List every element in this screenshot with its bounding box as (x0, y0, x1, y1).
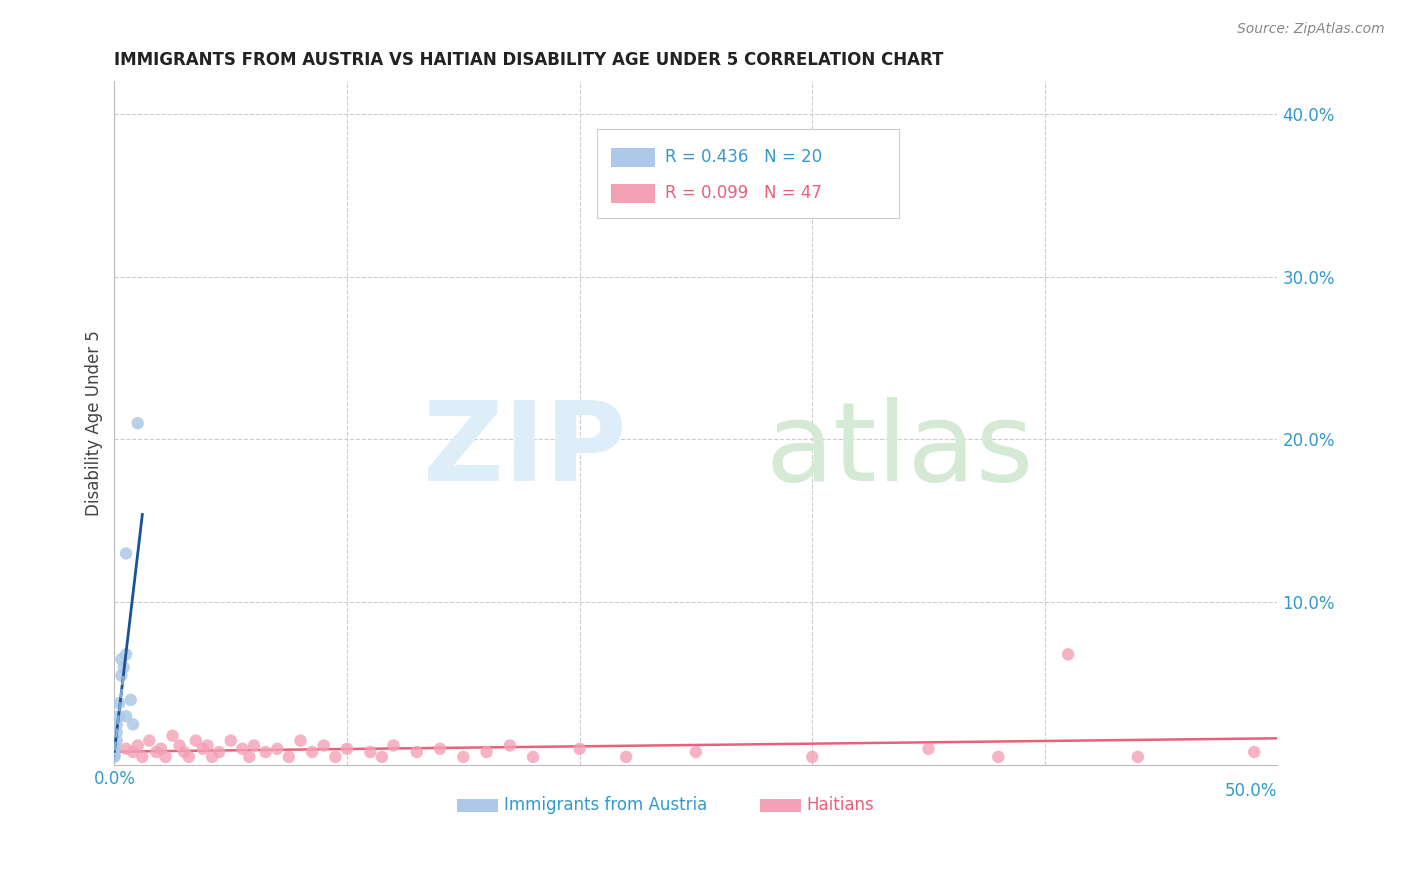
Point (917, 741, 939, 756)
Point (115, 648, 138, 662)
Text: 50.0%: 50.0% (1225, 781, 1278, 799)
Point (238, 750, 260, 764)
Point (191, 741, 214, 756)
Point (173, 745, 195, 759)
FancyBboxPatch shape (598, 129, 900, 218)
Point (382, 739, 405, 753)
Point (103, 748, 125, 763)
Point (149, 741, 172, 756)
Point (127, 739, 149, 753)
Point (1057, 648, 1080, 662)
Point (155, 750, 177, 764)
Point (115, 709, 138, 723)
Point (110, 652, 132, 666)
Point (371, 750, 394, 764)
Point (122, 745, 145, 759)
Point (290, 733, 312, 747)
Text: atlas: atlas (766, 397, 1035, 504)
Point (103, 739, 125, 753)
FancyBboxPatch shape (759, 799, 800, 812)
Text: Immigrants from Austria: Immigrants from Austria (503, 797, 707, 814)
Text: Source: ZipAtlas.com: Source: ZipAtlas.com (1237, 22, 1385, 37)
Point (429, 741, 451, 756)
Point (120, 693, 142, 707)
Text: IMMIGRANTS FROM AUSTRIA VS HAITIAN DISABILITY AGE UNDER 5 CORRELATION CHART: IMMIGRANTS FROM AUSTRIA VS HAITIAN DISAB… (114, 51, 943, 69)
Point (138, 733, 160, 747)
FancyBboxPatch shape (457, 799, 498, 812)
Point (254, 745, 277, 759)
Point (475, 745, 498, 759)
Point (231, 741, 253, 756)
Point (336, 741, 359, 756)
Point (208, 745, 231, 759)
Point (197, 739, 219, 753)
Point (108, 696, 131, 710)
Point (568, 741, 591, 756)
Point (325, 750, 347, 764)
Point (987, 750, 1010, 764)
Point (115, 546, 138, 560)
Text: Haitians: Haitians (807, 797, 875, 814)
Point (499, 739, 522, 753)
Point (103, 745, 125, 759)
Text: ZIP: ZIP (423, 397, 626, 504)
Point (277, 750, 299, 764)
Point (266, 741, 288, 756)
Y-axis label: Disability Age Under 5: Disability Age Under 5 (86, 330, 103, 516)
Point (219, 733, 242, 747)
Text: R = 0.099   N = 47: R = 0.099 N = 47 (665, 185, 821, 202)
Point (122, 717, 145, 731)
Point (614, 750, 637, 764)
FancyBboxPatch shape (612, 184, 655, 203)
Point (105, 725, 128, 739)
Point (103, 747, 125, 761)
FancyBboxPatch shape (612, 148, 655, 167)
Point (110, 668, 132, 682)
Point (115, 741, 138, 756)
Point (131, 750, 153, 764)
Point (162, 729, 184, 743)
Point (453, 750, 475, 764)
Point (1126, 750, 1149, 764)
Point (177, 750, 200, 764)
Point (522, 750, 544, 764)
Point (405, 745, 427, 759)
Point (112, 660, 135, 674)
Point (184, 733, 207, 747)
Text: R = 0.436   N = 20: R = 0.436 N = 20 (665, 148, 821, 166)
Point (105, 717, 128, 731)
Point (127, 416, 149, 430)
Point (108, 709, 131, 723)
Point (145, 745, 167, 759)
Point (169, 739, 191, 753)
Point (1243, 745, 1265, 759)
Point (312, 739, 335, 753)
Point (685, 745, 707, 759)
Point (301, 745, 323, 759)
Point (103, 750, 125, 764)
Point (201, 750, 224, 764)
Point (243, 739, 266, 753)
Point (105, 733, 128, 747)
Point (801, 750, 824, 764)
Point (359, 745, 381, 759)
Point (103, 741, 125, 756)
